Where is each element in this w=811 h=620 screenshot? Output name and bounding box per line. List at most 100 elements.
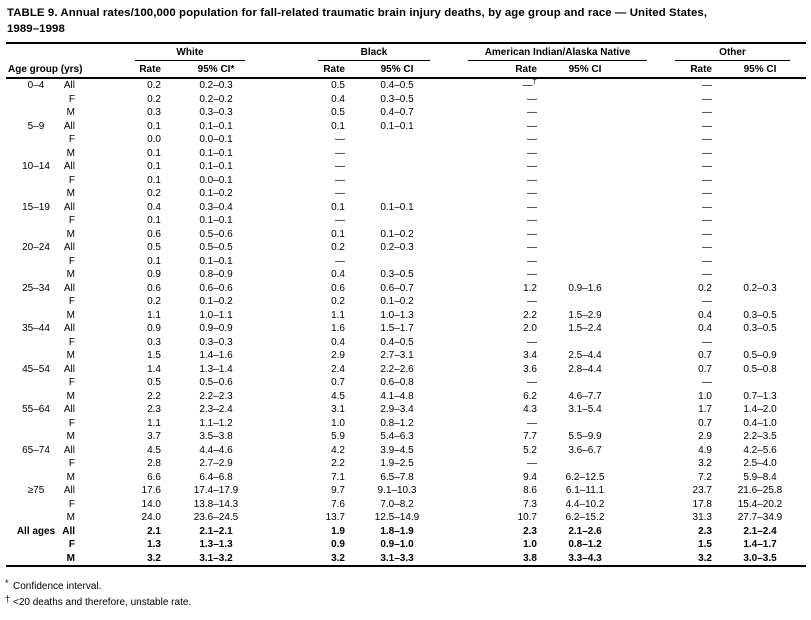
black-rate-cell: 4.2 [331, 444, 345, 456]
age-cell [6, 228, 56, 242]
aian-rate-cell: 7.7 [523, 431, 537, 442]
aian-ci-cell [539, 336, 631, 350]
table-row: M 0.3 0.3–0.3 0.5 0.4–0.7 — — [6, 106, 806, 120]
sex-cell: F [68, 498, 75, 510]
table-row: M 3.7 3.5–3.8 5.9 5.4–6.3 7.7 5.5–9.9 2.9 2.2–3.… [6, 430, 806, 444]
black-ci-cell: 0.1–0.2 [380, 296, 414, 307]
black-ci-cell: 7.0–8.2 [380, 498, 414, 510]
other-rate-cell: 1.0 [698, 390, 712, 402]
age-cell: ≥75 [27, 485, 45, 496]
aian-ci-cell: 0.8–1.2 [568, 539, 602, 550]
black-rate-cell: 0.1 [331, 228, 345, 240]
aian-ci-cell: 3.6–6.7 [568, 444, 602, 456]
black-ci-cell: 0.4–0.5 [380, 336, 414, 348]
black-rate-cell: 0.4 [331, 93, 345, 105]
aian-ci-cell [539, 120, 631, 134]
age-cell [6, 376, 56, 390]
sex-cell: M [66, 228, 75, 240]
aian-rate-header: Rate [447, 61, 539, 79]
other-ci-cell: 3.0–3.5 [743, 552, 777, 564]
aian-ci-cell [539, 201, 631, 215]
aian-ci-cell [539, 255, 631, 269]
black-ci-cell: 0.3–0.5 [380, 269, 414, 280]
aian-ci-cell: 5.5–9.9 [568, 431, 602, 442]
aian-ci-cell [539, 187, 631, 201]
sex-cell: All [63, 242, 75, 253]
aian-ci-cell [539, 417, 631, 431]
sex-cell: F [68, 417, 75, 429]
white-ci-cell: 0.3–0.3 [199, 336, 233, 348]
table-row: F 0.2 0.1–0.2 0.2 0.1–0.2 — — [6, 295, 806, 309]
other-ci-cell [714, 228, 806, 242]
white-ci-cell: 0.5–0.6 [199, 377, 233, 388]
other-rate-cell: 0.7 [698, 363, 712, 375]
other-rate-cell: — [702, 107, 712, 118]
other-ci-cell: 0.3–0.5 [743, 323, 777, 334]
table-row: M 1.5 1.4–1.6 2.9 2.7–3.1 3.4 2.5–4.4 0.7 0.5–0.… [6, 349, 806, 363]
age-cell [6, 417, 56, 431]
table-row: 45–54 All 1.4 1.3–1.4 2.4 2.2–2.6 3.6 2.8–4.4 0.… [6, 363, 806, 377]
other-ci-cell [714, 147, 806, 161]
column-group-american-indian-alaska-native: American Indian/Alaska Native [468, 46, 647, 61]
black-ci-cell: 3.9–4.5 [380, 444, 414, 456]
aian-rate-cell: — [527, 242, 537, 253]
black-rate-cell: — [335, 134, 345, 145]
sex-cell: All [63, 404, 75, 415]
black-ci-cell [347, 147, 447, 161]
aian-rate-cell: — [527, 174, 537, 186]
footnotes: * Confidence interval. † <20 deaths and th… [5, 577, 811, 609]
other-rate-cell: 2.3 [698, 525, 712, 537]
other-ci-cell [714, 201, 806, 215]
black-rate-cell: 13.7 [325, 512, 345, 523]
aian-ci-cell: 1.5–2.9 [568, 309, 602, 321]
table-row: F 0.1 0.1–0.1 — — — [6, 214, 806, 228]
white-rate-cell: 0.2 [147, 296, 161, 307]
black-ci-cell: 1.9–2.5 [380, 458, 414, 469]
age-cell [6, 174, 56, 188]
black-rate-cell: 2.4 [331, 363, 345, 375]
black-ci-cell: 5.4–6.3 [380, 431, 414, 442]
other-ci-cell: 2.1–2.4 [743, 525, 777, 537]
sex-cell: All [63, 282, 75, 294]
table-row: 15–19 All 0.4 0.3–0.4 0.1 0.1–0.1 — — [6, 201, 806, 215]
black-rate-cell: 0.2 [331, 296, 345, 307]
other-rate-cell: — [702, 188, 712, 199]
black-ci-cell: 0.4–0.7 [380, 107, 414, 118]
table-row: F 0.2 0.2–0.2 0.4 0.3–0.5 — — [6, 93, 806, 107]
other-rate-cell: — [702, 93, 712, 105]
other-ci-cell: 0.5–0.8 [743, 363, 777, 375]
aian-ci-cell [539, 268, 631, 282]
sex-cell: All [63, 161, 75, 172]
other-rate-cell: 2.9 [698, 431, 712, 442]
aian-ci-cell: 4.4–10.2 [565, 498, 605, 510]
white-rate-cell: 1.3 [147, 539, 161, 550]
aian-ci-cell: 2.8–4.4 [568, 363, 602, 375]
column-group-other: Other [675, 46, 791, 61]
table-row: M 0.1 0.1–0.1 — — — [6, 147, 806, 161]
other-rate-cell: — [702, 336, 712, 348]
aian-rate-cell: 2.0 [523, 323, 537, 334]
table-row: 20–24 All 0.5 0.5–0.5 0.2 0.2–0.3 — — [6, 241, 806, 255]
sex-cell: All [63, 323, 75, 334]
white-ci-cell: 0.1–0.1 [199, 120, 233, 132]
white-rate-cell: 0.1 [147, 161, 161, 172]
white-rate-cell: 0.2 [147, 93, 161, 105]
table-row: M 0.9 0.8–0.9 0.4 0.3–0.5 — — [6, 268, 806, 282]
black-rate-cell: 7.6 [331, 498, 345, 510]
other-rate-cell: 3.2 [698, 458, 712, 469]
black-rate-cell: — [335, 188, 345, 199]
table-row: F 1.3 1.3–1.3 0.9 0.9–1.0 1.0 0.8–1.2 1.5 1.4–1.… [6, 538, 806, 552]
aian-rate-cell: — [527, 215, 537, 226]
other-ci-cell [714, 214, 806, 228]
black-ci-cell: 9.1–10.3 [377, 485, 417, 496]
sex-cell: All [63, 201, 75, 213]
footnote-text: Confidence interval. [13, 581, 102, 592]
aian-rate-cell: — [527, 458, 537, 469]
age-cell [6, 471, 56, 485]
black-ci-cell: 1.8–1.9 [380, 525, 414, 537]
age-cell [6, 430, 56, 444]
black-rate-cell: 0.7 [331, 377, 345, 388]
footnote-unstable-rate: † <20 deaths and therefore, unstable rate… [5, 593, 811, 609]
black-ci-cell: 1.0–1.3 [380, 309, 414, 321]
